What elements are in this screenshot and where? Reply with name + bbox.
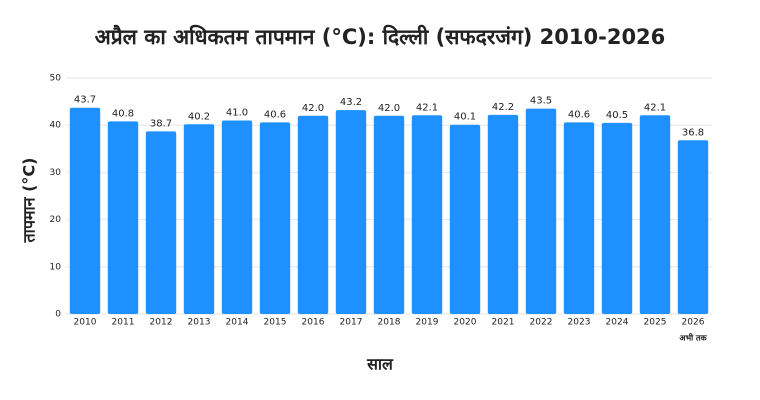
bar — [145, 131, 177, 314]
x-axis-label: साल — [366, 355, 394, 374]
x-tick-label: 2026 — [682, 318, 705, 328]
y-tick-label: 50 — [50, 74, 62, 84]
bar — [525, 108, 557, 315]
bar — [221, 120, 253, 314]
x-tick-label: 2013 — [188, 318, 211, 328]
bar — [487, 114, 519, 314]
value-label: 42.2 — [492, 102, 514, 113]
x-tick-label: 2016 — [302, 318, 325, 328]
bar — [259, 122, 291, 314]
y-axis-label: तापमान (°C) — [20, 158, 39, 244]
x-tick-label: 2011 — [112, 318, 135, 328]
x-tick-label: 2015 — [264, 318, 287, 328]
x-tick-label: 2014 — [226, 318, 249, 328]
bar — [411, 115, 443, 315]
bar — [335, 110, 367, 314]
x-annotation: अभी तक — [679, 333, 707, 343]
value-label: 43.5 — [530, 96, 552, 107]
value-label: 43.2 — [340, 97, 362, 108]
value-label: 42.1 — [416, 102, 438, 113]
value-label: 40.1 — [454, 112, 476, 123]
value-label: 42.1 — [644, 102, 666, 113]
chart-title: अप्रैल का अधिकतम तापमान (°C): दिल्ली (सफ… — [95, 24, 666, 49]
y-tick-label: 0 — [55, 310, 61, 320]
value-label: 41.0 — [226, 107, 248, 118]
y-tick-label: 40 — [50, 121, 62, 131]
x-tick-label: 2022 — [530, 318, 553, 328]
value-label: 40.8 — [112, 108, 134, 119]
bar — [449, 124, 481, 314]
x-tick-label: 2010 — [74, 318, 97, 328]
value-label: 40.2 — [188, 111, 210, 122]
x-tick-label: 2017 — [340, 318, 363, 328]
bar — [297, 115, 329, 314]
x-tick-label: 2018 — [378, 318, 401, 328]
value-label: 40.6 — [568, 109, 590, 120]
x-tick-label: 2012 — [150, 318, 173, 328]
value-label: 38.7 — [150, 118, 172, 129]
y-tick-label: 10 — [50, 262, 62, 272]
value-label: 36.8 — [682, 127, 704, 138]
value-label: 42.0 — [302, 103, 324, 114]
x-tick-label: 2020 — [454, 318, 477, 328]
bar — [677, 140, 709, 314]
y-tick-label: 30 — [50, 168, 62, 178]
bar — [563, 122, 595, 314]
bar — [183, 124, 215, 314]
y-tick-label: 20 — [50, 215, 62, 225]
bar — [639, 115, 671, 315]
bar — [107, 121, 139, 314]
x-tick-label: 2019 — [416, 318, 439, 328]
x-tick-label: 2023 — [568, 318, 591, 328]
value-label: 40.6 — [264, 109, 286, 120]
bar — [373, 115, 405, 314]
value-label: 42.0 — [378, 103, 400, 114]
bar — [601, 122, 633, 314]
value-label: 40.5 — [606, 110, 628, 121]
x-tick-label: 2021 — [492, 318, 515, 328]
x-tick-label: 2024 — [606, 318, 629, 328]
bar — [69, 107, 101, 315]
x-tick-label: 2025 — [644, 318, 667, 328]
value-label: 43.7 — [74, 95, 96, 106]
